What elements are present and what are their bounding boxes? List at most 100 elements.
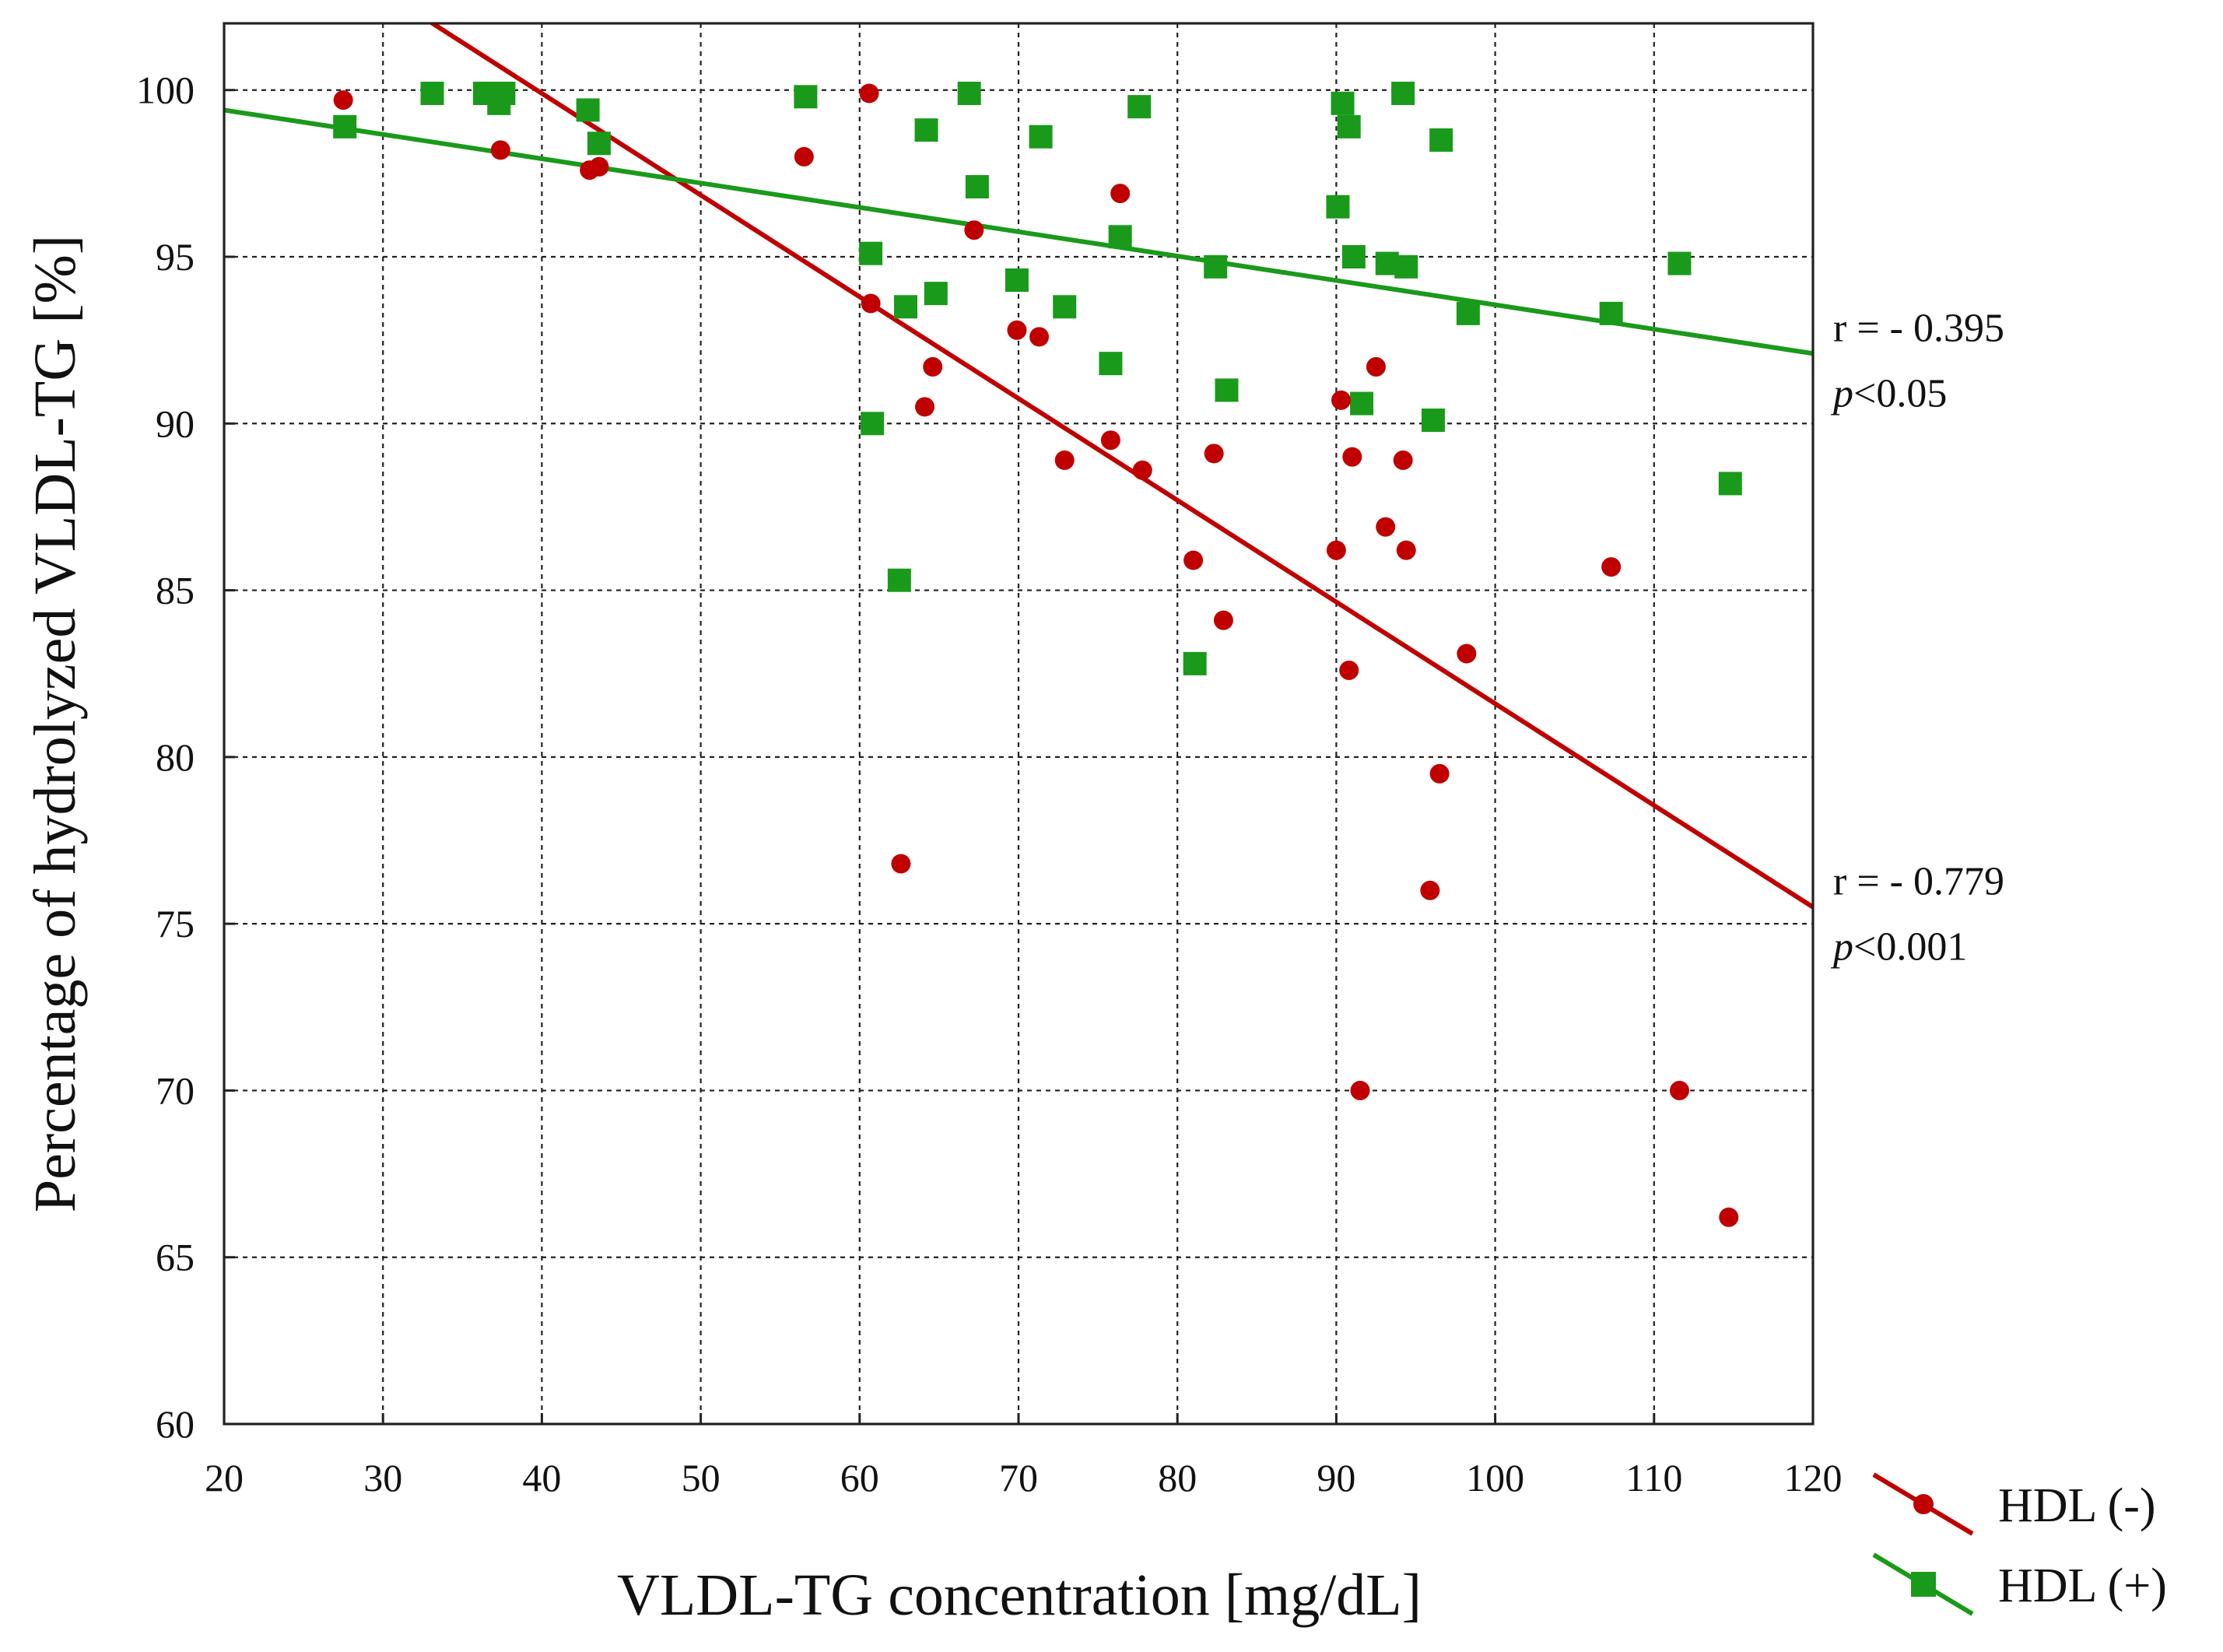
- data-point-square: [1429, 128, 1453, 152]
- y-tick-label: 80: [156, 735, 195, 779]
- data-point-circle: [1350, 1080, 1370, 1100]
- data-point-circle: [891, 854, 911, 874]
- data-points: [333, 82, 1742, 1227]
- data-point-square: [794, 85, 818, 109]
- data-point-square: [1108, 225, 1132, 249]
- data-point-circle: [1326, 540, 1346, 560]
- legend: HDL (-) HDL (+): [1872, 1472, 2167, 1616]
- data-point-circle: [1420, 880, 1440, 900]
- data-point-square: [1421, 409, 1445, 432]
- data-point-circle: [859, 83, 879, 103]
- data-point-square: [1005, 268, 1029, 292]
- y-tick-label: 70: [156, 1068, 195, 1112]
- data-point-circle: [1457, 644, 1477, 664]
- y-tick-label: 95: [156, 235, 195, 279]
- data-point-circle: [1366, 356, 1386, 377]
- y-tick-label: 85: [156, 569, 195, 612]
- data-point-square: [1127, 95, 1152, 119]
- data-point-square: [1718, 472, 1742, 496]
- data-point-square: [1667, 251, 1692, 275]
- p-value-label: p<0.001: [1830, 925, 1967, 970]
- data-point-circle: [1719, 1207, 1739, 1227]
- data-point-square: [1391, 82, 1415, 105]
- data-point-circle: [1601, 557, 1622, 577]
- data-point-square: [1204, 254, 1228, 279]
- x-tick-label: 110: [1625, 1456, 1682, 1499]
- data-point-circle: [1029, 327, 1050, 347]
- x-tick-label: 100: [1466, 1456, 1524, 1499]
- data-point-circle: [1204, 444, 1224, 464]
- legend-marker-square: [1911, 1572, 1936, 1597]
- gridlines: [224, 23, 1813, 1424]
- data-point-square: [924, 282, 948, 306]
- data-point-square: [1183, 651, 1207, 675]
- data-point-square: [1350, 391, 1374, 416]
- data-point-square: [1029, 125, 1053, 149]
- y-tick-label: 65: [156, 1236, 195, 1279]
- data-point-circle: [589, 156, 609, 177]
- correlation-annotations: r = - 0.779 p<0.001 r = - 0.395 p<0.05: [1830, 306, 2004, 969]
- data-point-square: [1215, 378, 1239, 402]
- x-tick-label: 50: [682, 1456, 721, 1499]
- data-point-circle: [1396, 540, 1416, 560]
- legend-label: HDL (+): [1998, 1559, 2167, 1612]
- x-tick-label: 20: [205, 1456, 244, 1499]
- regression-line: [428, 23, 1813, 910]
- x-tick-label: 70: [999, 1456, 1038, 1499]
- r-value-label: r = - 0.779: [1833, 860, 2004, 904]
- y-axis-label: Percentage of hydrolyzed VLDL-TG [%]: [23, 235, 88, 1212]
- p-value-label: p<0.05: [1830, 371, 1947, 416]
- y-tick-label: 75: [156, 902, 195, 945]
- data-point-square: [1331, 91, 1355, 115]
- data-point-square: [965, 175, 989, 198]
- data-point-circle: [1339, 660, 1359, 680]
- y-tick-label: 100: [136, 68, 195, 112]
- data-point-square: [861, 412, 885, 436]
- data-point-circle: [1429, 763, 1450, 784]
- x-axis-label: VLDL-TG concentration [mg/dL]: [617, 1563, 1422, 1628]
- data-point-square: [1053, 295, 1077, 319]
- data-point-circle: [1331, 390, 1352, 410]
- data-point-square: [420, 82, 444, 105]
- data-point-circle: [1213, 610, 1233, 630]
- data-point-circle: [915, 397, 935, 417]
- data-point-square: [1099, 352, 1123, 376]
- r-value-label: r = - 0.395: [1833, 306, 2004, 350]
- y-tick-label: 90: [156, 402, 195, 445]
- data-point-circle: [923, 356, 943, 377]
- data-point-circle: [1393, 450, 1413, 470]
- legend-item: HDL (+): [1872, 1552, 2167, 1616]
- data-point-square: [887, 568, 911, 592]
- data-point-square: [576, 98, 600, 122]
- data-point-square: [1456, 301, 1480, 325]
- axis-ticks: [223, 89, 1815, 1426]
- data-point-circle: [1007, 320, 1027, 340]
- legend-item: HDL (-): [1872, 1472, 2156, 1536]
- fit-lines: [224, 23, 1813, 910]
- data-point-circle: [1110, 184, 1131, 204]
- data-point-circle: [1054, 450, 1075, 470]
- p-threshold: <0.001: [1853, 925, 1967, 970]
- data-point-circle: [1132, 460, 1152, 480]
- regression-line: [224, 107, 1813, 356]
- data-point-square: [894, 295, 918, 319]
- data-point-square: [1326, 195, 1350, 219]
- data-point-circle: [1100, 430, 1120, 451]
- x-tick-label: 40: [522, 1456, 561, 1499]
- data-point-square: [957, 82, 981, 105]
- data-point-circle: [861, 293, 881, 314]
- data-point-circle: [964, 220, 984, 240]
- data-point-circle: [490, 140, 510, 160]
- data-point-square: [1394, 254, 1418, 279]
- data-point-square: [1599, 301, 1623, 325]
- x-tick-label: 90: [1317, 1456, 1355, 1499]
- y-axis-tick-labels: 60 65 70 75 80 85 90 95 100: [136, 68, 195, 1446]
- x-tick-label: 30: [363, 1456, 402, 1499]
- legend-label: HDL (-): [1998, 1479, 2156, 1532]
- data-point-square: [492, 82, 516, 105]
- data-point-square: [859, 241, 883, 265]
- data-point-circle: [1669, 1080, 1689, 1100]
- legend-marker-circle: [1913, 1494, 1934, 1514]
- x-tick-label: 60: [840, 1456, 879, 1499]
- data-point-square: [587, 132, 611, 156]
